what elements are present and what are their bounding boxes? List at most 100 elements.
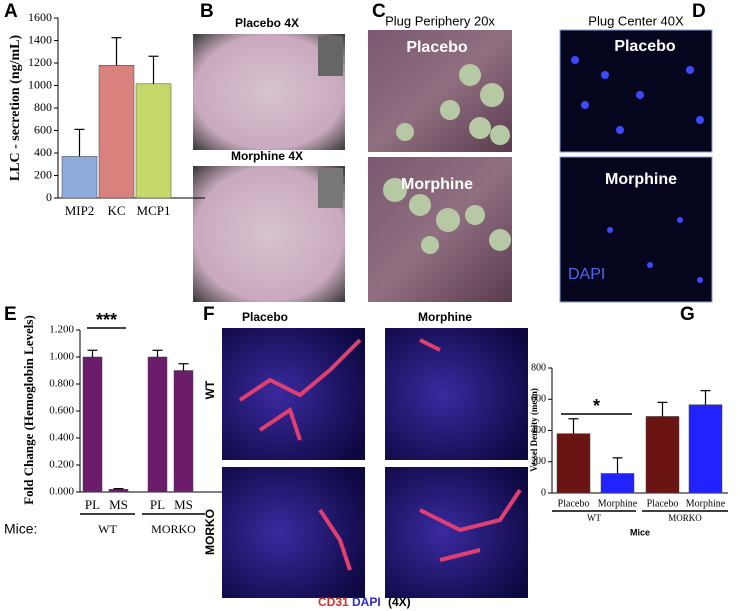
micrograph [559,29,713,153]
y-tick-label: 800 [531,362,546,373]
bar [61,156,98,199]
panel-label: C [372,1,386,22]
x-tick-label: Placebo [647,498,679,509]
group-label: WT [98,522,117,536]
y-tick-label: 1400 [28,32,52,46]
error-bar [657,401,668,417]
y-tick-label: 400 [531,425,546,436]
panel-label: G [680,304,695,325]
nuclei [571,56,704,283]
x-axis-label: Mice: [4,521,37,537]
y-tick-label: 600 [34,122,52,136]
bar [98,65,135,199]
x-tick-label: Morphine [686,498,726,509]
y-tick-label: 600 [531,394,546,405]
y-tick-label: 1000 [28,77,52,91]
y-tick-label: 1.000 [49,351,74,363]
inset [318,168,343,208]
x-tick-label: MS [109,497,128,512]
panel-label: F [203,304,215,325]
error-bar [612,457,623,474]
image-label: Morphine 4X [231,149,303,163]
error-bar [87,349,98,357]
y-tick-label: 200 [34,167,52,181]
image-label: Plug Periphery 20x [385,13,495,28]
vessels [238,338,522,571]
bar [82,356,103,493]
stain-label: DAPI [352,595,381,609]
x-tick-label: PL [150,497,165,512]
y-tick-label: 0.800 [49,378,74,390]
inset [318,36,343,76]
bar [556,433,591,494]
micrograph [385,328,528,460]
bar [600,473,635,494]
x-tick-label: KC [107,203,125,218]
y-tick-label: 400 [34,145,52,159]
image-label: Morphine [605,171,677,188]
y-tick-label: 800 [34,100,52,114]
image-label: Plug Center 40X [588,13,684,28]
image-label: Morphine [418,310,472,324]
bar [688,404,723,494]
bar [108,489,129,493]
stain-label: DAPI [568,266,605,283]
x-tick-label: MIP2 [65,203,95,218]
error-bar [148,55,159,84]
y-tick-label: 0.600 [49,405,74,417]
bar [645,416,680,494]
x-tick-label: PL [85,497,100,512]
cells [383,64,511,254]
x-axis-label: Mice [630,527,650,537]
panel-label: E [4,304,17,325]
x-tick-label: MCP1 [137,203,171,218]
stain-label: (4X) [388,595,411,609]
y-tick-label: 200 [531,456,546,467]
micrograph [385,467,528,598]
bar [135,83,172,199]
stain-label: CD31 [318,595,349,609]
image-label: WT [203,380,217,399]
image-label: Placebo [242,310,288,324]
image-label: MORKO [203,509,217,555]
y-tick-label: 1600 [28,10,52,24]
significance-label: * [593,396,600,416]
error-bar [113,488,124,490]
image-label: Morphine [401,176,473,193]
group-label: MORKO [668,513,702,523]
panel-label: A [4,1,18,22]
image-label: Placebo [406,39,468,56]
group-label: MORKO [151,522,196,536]
group-label: WT [587,513,601,523]
micrograph [222,328,365,460]
error-bar [152,349,163,357]
micrograph [222,467,365,598]
y-tick-label: 0.000 [49,486,74,498]
error-bar [568,418,579,434]
image-label: Placebo 4X [235,16,299,30]
y-axis-label: Fold Change (Hemoglobin Levels) [21,315,36,505]
micrograph [559,156,713,303]
error-bar [700,390,711,405]
y-tick-label: 1.200 [49,324,74,336]
y-tick-label: 0.200 [49,459,74,471]
y-axis-label: Vessel Density (mean) [529,388,539,472]
x-tick-label: Morphine [598,498,638,509]
bar [173,370,194,493]
bar [147,356,168,493]
image-label: Placebo [614,38,676,55]
error-bar [74,128,85,157]
error-bar [111,37,122,66]
y-tick-label: 1200 [28,55,52,69]
error-bar [178,363,189,371]
significance-label: *** [96,310,117,330]
y-tick-label: 0 [541,487,546,498]
y-tick-label: 0.400 [49,432,74,444]
panel-label: B [200,1,214,22]
y-axis-label: LLC - secretion (ng/mL) [8,34,23,181]
y-tick-label: 0 [46,190,52,204]
x-tick-label: Placebo [558,498,590,509]
x-tick-label: MS [174,497,193,512]
panel-label: D [692,1,706,22]
